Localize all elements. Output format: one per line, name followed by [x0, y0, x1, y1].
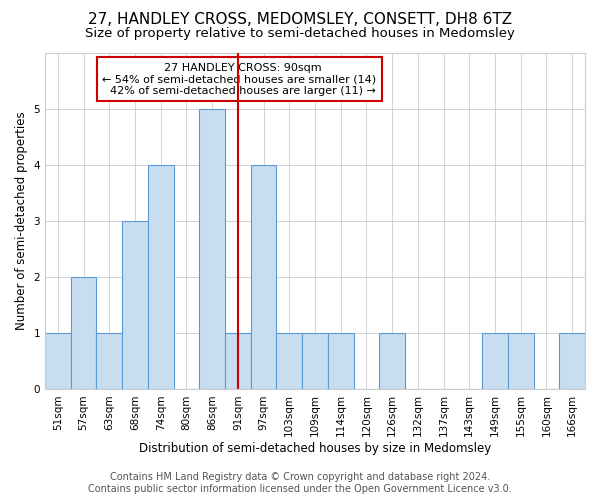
- Bar: [379, 334, 405, 390]
- Bar: [328, 334, 353, 390]
- Bar: [199, 108, 225, 390]
- Bar: [122, 221, 148, 390]
- Bar: [302, 334, 328, 390]
- Bar: [508, 334, 533, 390]
- Text: Contains HM Land Registry data © Crown copyright and database right 2024.
Contai: Contains HM Land Registry data © Crown c…: [88, 472, 512, 494]
- X-axis label: Distribution of semi-detached houses by size in Medomsley: Distribution of semi-detached houses by …: [139, 442, 491, 455]
- Bar: [559, 334, 585, 390]
- Y-axis label: Number of semi-detached properties: Number of semi-detached properties: [15, 112, 28, 330]
- Bar: [277, 334, 302, 390]
- Text: Size of property relative to semi-detached houses in Medomsley: Size of property relative to semi-detach…: [85, 28, 515, 40]
- Text: 27 HANDLEY CROSS: 90sqm
← 54% of semi-detached houses are smaller (14)
  42% of : 27 HANDLEY CROSS: 90sqm ← 54% of semi-de…: [103, 62, 376, 96]
- Bar: [148, 165, 173, 390]
- Bar: [97, 334, 122, 390]
- Bar: [482, 334, 508, 390]
- Bar: [251, 165, 277, 390]
- Bar: [225, 334, 251, 390]
- Bar: [71, 277, 97, 390]
- Text: 27, HANDLEY CROSS, MEDOMSLEY, CONSETT, DH8 6TZ: 27, HANDLEY CROSS, MEDOMSLEY, CONSETT, D…: [88, 12, 512, 28]
- Bar: [45, 334, 71, 390]
